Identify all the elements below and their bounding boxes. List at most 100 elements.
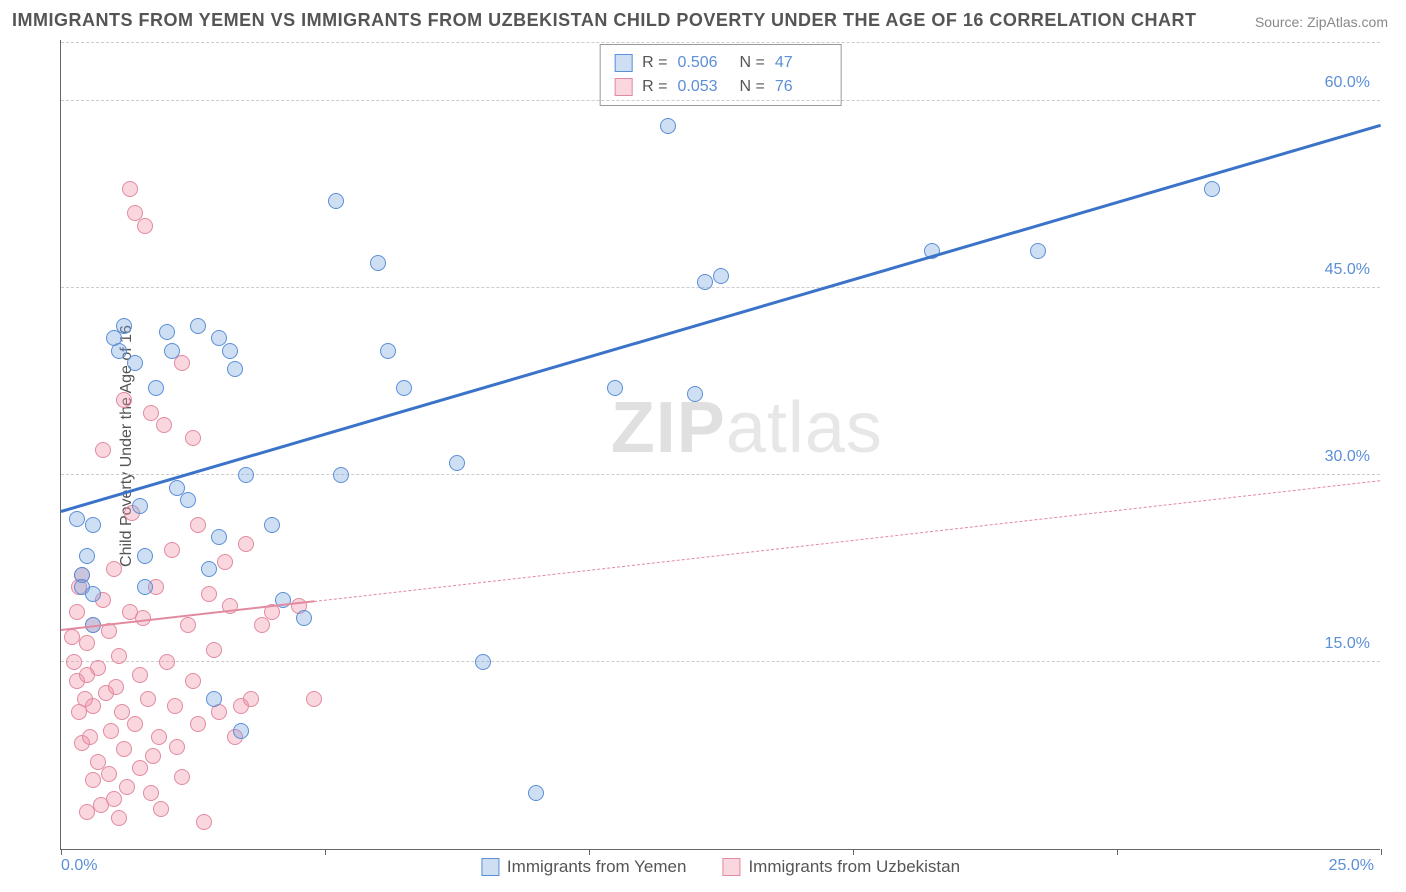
series-label: Immigrants from Uzbekistan xyxy=(748,857,960,877)
x-axis-tick-max: 25.0% xyxy=(1329,857,1374,875)
stat-r-value: 0.053 xyxy=(678,75,730,99)
data-point xyxy=(103,723,119,739)
data-point xyxy=(328,193,344,209)
data-point xyxy=(164,542,180,558)
data-point xyxy=(132,760,148,776)
y-axis-tick-label: 30.0% xyxy=(1325,448,1370,466)
data-point xyxy=(180,492,196,508)
stat-n-label: N = xyxy=(740,75,765,99)
data-point xyxy=(151,729,167,745)
data-point xyxy=(116,318,132,334)
data-point xyxy=(69,511,85,527)
x-axis-tickmark xyxy=(1117,849,1118,855)
data-point xyxy=(174,355,190,371)
stats-legend-row: R =0.053N =76 xyxy=(614,75,827,99)
data-point xyxy=(233,723,249,739)
gridline xyxy=(61,100,1380,101)
data-point xyxy=(127,716,143,732)
data-point xyxy=(111,810,127,826)
y-axis-tick-label: 60.0% xyxy=(1325,74,1370,92)
data-point xyxy=(167,698,183,714)
data-point xyxy=(111,648,127,664)
data-point xyxy=(370,255,386,271)
data-point xyxy=(217,554,233,570)
data-point xyxy=(475,654,491,670)
data-point xyxy=(190,716,206,732)
data-point xyxy=(687,386,703,402)
data-point xyxy=(185,430,201,446)
data-point xyxy=(143,785,159,801)
data-point xyxy=(140,691,156,707)
data-point xyxy=(95,442,111,458)
stat-r-label: R = xyxy=(642,75,667,99)
data-point xyxy=(143,405,159,421)
data-point xyxy=(206,691,222,707)
y-axis-tick-label: 15.0% xyxy=(1325,635,1370,653)
watermark-text-a: ZIP xyxy=(611,388,726,468)
data-point xyxy=(132,498,148,514)
data-point xyxy=(1030,243,1046,259)
data-point xyxy=(201,586,217,602)
legend-swatch xyxy=(614,54,632,72)
legend-swatch xyxy=(722,858,740,876)
data-point xyxy=(333,467,349,483)
data-point xyxy=(116,741,132,757)
x-axis-tickmark xyxy=(325,849,326,855)
data-point xyxy=(106,561,122,577)
data-point xyxy=(306,691,322,707)
x-axis-tickmark xyxy=(589,849,590,855)
data-point xyxy=(137,579,153,595)
data-point xyxy=(169,739,185,755)
gridline xyxy=(61,474,1380,475)
watermark: ZIPatlas xyxy=(611,387,883,469)
data-point xyxy=(114,704,130,720)
data-point xyxy=(211,529,227,545)
series-legend: Immigrants from Yemen Immigrants from Uzb… xyxy=(481,857,960,877)
data-point xyxy=(1204,181,1220,197)
data-point xyxy=(79,635,95,651)
data-point xyxy=(82,729,98,745)
data-point xyxy=(238,536,254,552)
data-point xyxy=(127,355,143,371)
data-point xyxy=(85,772,101,788)
data-point xyxy=(90,660,106,676)
data-point xyxy=(145,748,161,764)
source-attribution: Source: ZipAtlas.com xyxy=(1255,14,1388,30)
data-point xyxy=(660,118,676,134)
data-point xyxy=(238,467,254,483)
x-axis-tickmark xyxy=(1381,849,1382,855)
y-axis-tick-label: 45.0% xyxy=(1325,261,1370,279)
stats-legend-row: R =0.506N =47 xyxy=(614,51,827,75)
data-point xyxy=(607,380,623,396)
source-name: ZipAtlas.com xyxy=(1307,14,1388,30)
data-point xyxy=(69,604,85,620)
data-point xyxy=(159,654,175,670)
gridline xyxy=(61,42,1380,43)
x-axis-tick-min: 0.0% xyxy=(61,857,97,875)
data-point xyxy=(190,517,206,533)
series-label: Immigrants from Yemen xyxy=(507,857,687,877)
data-point xyxy=(449,455,465,471)
data-point xyxy=(148,380,164,396)
data-point xyxy=(206,642,222,658)
data-point xyxy=(156,417,172,433)
data-point xyxy=(201,561,217,577)
trend-line xyxy=(314,480,1381,602)
data-point xyxy=(185,673,201,689)
data-point xyxy=(108,679,124,695)
data-point xyxy=(111,343,127,359)
data-point xyxy=(180,617,196,633)
data-point xyxy=(396,380,412,396)
data-point xyxy=(132,667,148,683)
stat-r-label: R = xyxy=(642,51,667,75)
data-point xyxy=(85,698,101,714)
data-point xyxy=(106,791,122,807)
trend-line xyxy=(61,123,1382,512)
x-axis-tickmark xyxy=(853,849,854,855)
data-point xyxy=(697,274,713,290)
data-point xyxy=(137,218,153,234)
stat-r-value: 0.506 xyxy=(678,51,730,75)
data-point xyxy=(101,766,117,782)
data-point xyxy=(380,343,396,359)
stat-n-value: 47 xyxy=(775,51,827,75)
